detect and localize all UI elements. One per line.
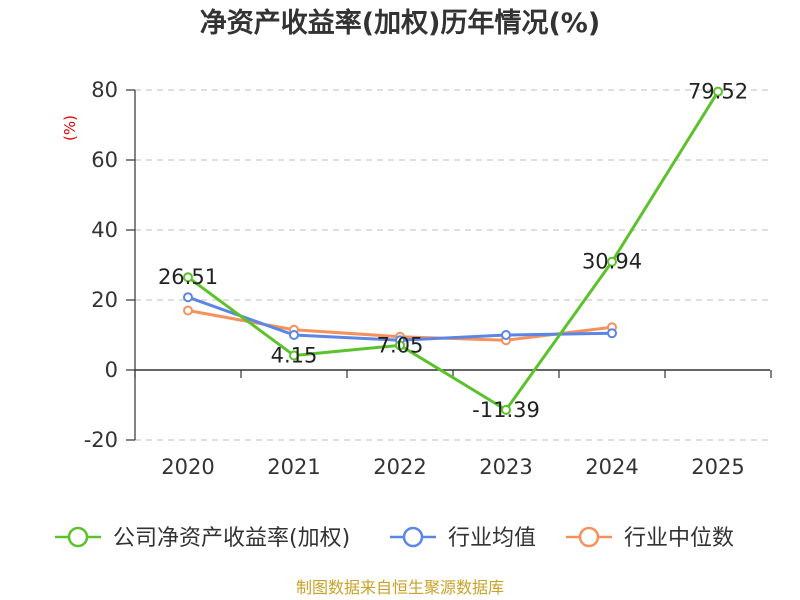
- data-label: 4.15: [271, 343, 318, 367]
- x-tick-label: 2020: [161, 455, 214, 479]
- data-label: 26.51: [158, 265, 218, 289]
- y-tick-label: 80: [91, 78, 118, 102]
- data-point: [501, 330, 511, 340]
- data-point: [183, 272, 193, 283]
- y-tick-label: 60: [91, 148, 118, 172]
- data-point: [607, 256, 617, 267]
- data-point: [395, 340, 405, 351]
- data-point: [183, 305, 193, 316]
- chart-title: 净资产收益率(加权)历年情况(%): [200, 7, 600, 39]
- y-tick-label: 20: [91, 288, 118, 312]
- x-tick-label: 2025: [691, 455, 744, 479]
- data-label: -11.39: [472, 398, 540, 422]
- x-tick-label: 2024: [585, 455, 638, 479]
- axes: -20 0 20 40 60 80 2020 2021 2022 2023 2024 2025: [84, 78, 772, 479]
- data-label: 79.52: [688, 80, 748, 104]
- y-axis-label: (%): [61, 115, 79, 141]
- data-point: [713, 86, 723, 97]
- x-tick-label: 2021: [267, 455, 320, 479]
- data-point: [501, 404, 511, 415]
- data-label: 7.05: [377, 333, 424, 357]
- legend-label: 公司净资产收益率(加权): [113, 526, 350, 551]
- legend-marker: [402, 526, 424, 548]
- legend-item: 行业中位数: [566, 526, 734, 551]
- data-label: 30.94: [582, 250, 642, 274]
- legend-marker: [578, 526, 600, 548]
- y-tick-label: -20: [84, 428, 118, 452]
- data-point: [183, 292, 193, 303]
- gridlines: [135, 89, 770, 441]
- legend-item: 公司净资产收益率(加权): [55, 526, 350, 551]
- legend-marker: [67, 526, 89, 548]
- source-note: 制图数据来自恒生聚源数据库: [296, 578, 504, 597]
- series-group: [183, 86, 723, 415]
- x-tick-label: 2023: [479, 455, 532, 479]
- legend-label: 行业均值: [448, 526, 536, 551]
- y-tick-label: 0: [105, 358, 118, 382]
- y-tick-label: 40: [91, 218, 118, 242]
- legend: 公司净资产收益率(加权) 行业均值 行业中位数: [55, 526, 734, 551]
- data-point: [289, 350, 299, 361]
- data-labels: 26.51 4.15 7.05 -11.39 30.94 79.52: [158, 80, 748, 422]
- legend-label: 行业中位数: [624, 526, 734, 551]
- data-point: [607, 328, 617, 339]
- series-line-0: [187, 90, 720, 412]
- data-point: [289, 330, 299, 340]
- legend-item: 行业均值: [390, 526, 536, 551]
- x-tick-label: 2022: [373, 455, 426, 479]
